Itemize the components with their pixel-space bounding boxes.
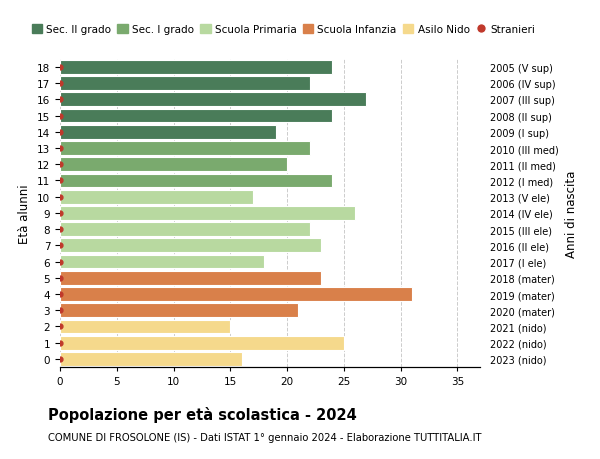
- Y-axis label: Anni di nascita: Anni di nascita: [565, 170, 578, 257]
- Bar: [60, 352, 242, 366]
- Bar: [60, 142, 310, 156]
- Bar: [60, 126, 275, 140]
- Bar: [60, 158, 287, 172]
- Bar: [60, 223, 310, 236]
- Bar: [60, 190, 253, 204]
- Bar: [60, 304, 298, 318]
- Legend: Sec. II grado, Sec. I grado, Scuola Primaria, Scuola Infanzia, Asilo Nido, Stran: Sec. II grado, Sec. I grado, Scuola Prim…: [32, 25, 535, 35]
- Bar: [60, 320, 230, 334]
- Bar: [60, 109, 332, 123]
- Bar: [60, 77, 310, 91]
- Bar: [60, 93, 367, 107]
- Bar: [60, 61, 332, 75]
- Text: COMUNE DI FROSOLONE (IS) - Dati ISTAT 1° gennaio 2024 - Elaborazione TUTTITALIA.: COMUNE DI FROSOLONE (IS) - Dati ISTAT 1°…: [48, 432, 482, 442]
- Bar: [60, 207, 355, 220]
- Bar: [60, 287, 412, 301]
- Y-axis label: Età alunni: Età alunni: [19, 184, 31, 243]
- Bar: [60, 174, 332, 188]
- Bar: [60, 255, 265, 269]
- Bar: [60, 271, 321, 285]
- Bar: [60, 336, 344, 350]
- Bar: [60, 239, 321, 253]
- Text: Popolazione per età scolastica - 2024: Popolazione per età scolastica - 2024: [48, 406, 357, 422]
